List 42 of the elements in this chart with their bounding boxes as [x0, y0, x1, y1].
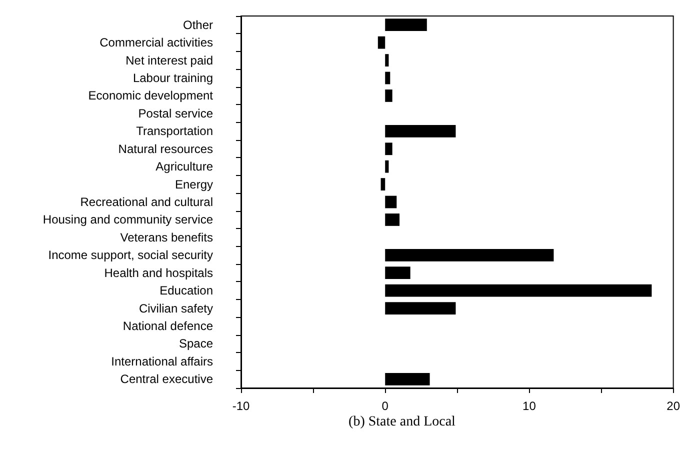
x-tick-label: 10	[522, 399, 536, 413]
y-tick-label: International affairs	[111, 354, 213, 368]
text: (b) State and Local	[348, 414, 456, 430]
bar	[385, 248, 554, 262]
bar	[385, 214, 400, 226]
y-tick-label: National defence	[122, 319, 214, 333]
x-tick-label: 20	[666, 399, 680, 413]
y-tick-label: Civilian safety	[138, 301, 213, 316]
y-tick-label: Space	[178, 336, 214, 351]
y-tick-label: Veterans benefits	[120, 230, 213, 244]
bar	[385, 124, 456, 138]
bar	[380, 178, 386, 190]
y-tick-label: Energy	[174, 177, 213, 192]
bar	[385, 196, 397, 208]
y-tick-label: Postal service	[138, 106, 214, 120]
y-tick-label: Housing and community service	[42, 212, 214, 227]
bar	[385, 266, 410, 280]
y-tick-label: Natural resources	[118, 142, 213, 156]
bar	[385, 302, 456, 314]
y-tick-label: Transportation	[136, 124, 213, 138]
bar	[385, 90, 392, 102]
bar	[378, 36, 386, 49]
y-tick-label: Income support, social security	[48, 248, 213, 262]
x-tick-label: 0	[382, 399, 389, 413]
y-tick-label: Net interest paid	[126, 53, 213, 68]
bar	[385, 18, 427, 32]
y-tick-label: Economic development	[88, 88, 214, 103]
y-tick-label: Health and hospitals	[104, 266, 213, 280]
bar	[385, 160, 389, 173]
y-tick-label: Central executive	[120, 372, 214, 386]
y-tick-label: Recreational and cultural	[80, 195, 213, 209]
bar	[385, 372, 430, 386]
y-tick-label: Other	[182, 18, 213, 32]
bar	[385, 54, 389, 66]
y-tick-label: Agriculture	[156, 160, 214, 174]
y-tick-label: Labour training	[132, 71, 213, 85]
bar	[385, 72, 390, 84]
bar	[385, 142, 392, 156]
x-tick-label: -10	[232, 399, 250, 413]
y-tick-label: Education	[160, 284, 213, 298]
bar	[385, 284, 652, 297]
y-tick-label: Commercial activities	[100, 36, 213, 50]
